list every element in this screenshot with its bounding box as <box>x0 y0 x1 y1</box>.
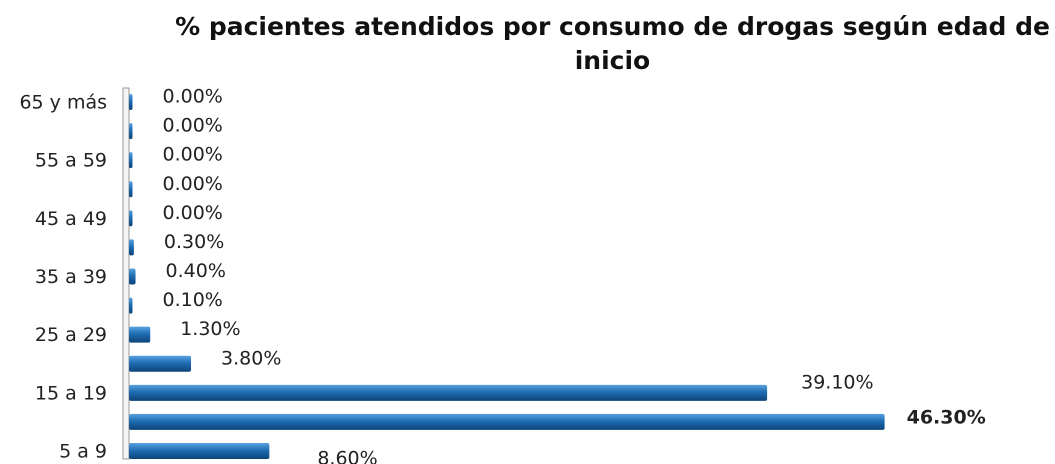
bar <box>129 413 885 430</box>
category-label: 15 a 19 <box>35 382 107 404</box>
y-axis <box>122 87 130 460</box>
bar <box>129 181 133 198</box>
bar <box>129 326 151 343</box>
data-label: 46.30% <box>907 406 986 428</box>
chart-title-line-1: % pacientes atendidos por consumo de dro… <box>175 12 1050 41</box>
chart-title-line-2: inicio <box>574 46 651 75</box>
bar <box>129 268 136 285</box>
bar <box>129 210 133 227</box>
data-label: 0.00% <box>163 144 223 166</box>
category-label: 55 a 59 <box>35 150 107 172</box>
bar <box>129 297 133 314</box>
data-label: 1.30% <box>180 318 240 340</box>
data-label: 0.00% <box>163 173 223 195</box>
data-label: 8.60% <box>317 448 377 464</box>
category-label: 45 a 49 <box>35 208 107 230</box>
data-label: 0.00% <box>163 115 223 137</box>
bar <box>129 123 133 140</box>
bar <box>129 384 768 401</box>
data-label: 0.10% <box>163 289 223 311</box>
data-label: 39.10% <box>801 371 873 393</box>
data-label: 0.00% <box>163 86 223 108</box>
data-label: 0.40% <box>166 260 226 282</box>
bar <box>129 94 133 110</box>
bar <box>129 239 134 256</box>
category-label: 35 a 39 <box>35 266 107 288</box>
bar <box>129 152 133 169</box>
category-label: 25 a 29 <box>35 324 107 346</box>
data-label: 0.00% <box>163 202 223 224</box>
data-label: 3.80% <box>221 347 281 369</box>
bar <box>129 355 192 372</box>
category-label: 5 a 9 <box>59 441 107 463</box>
data-label: 0.30% <box>164 231 224 253</box>
category-label: 65 y más <box>19 92 107 114</box>
bar <box>129 443 270 459</box>
